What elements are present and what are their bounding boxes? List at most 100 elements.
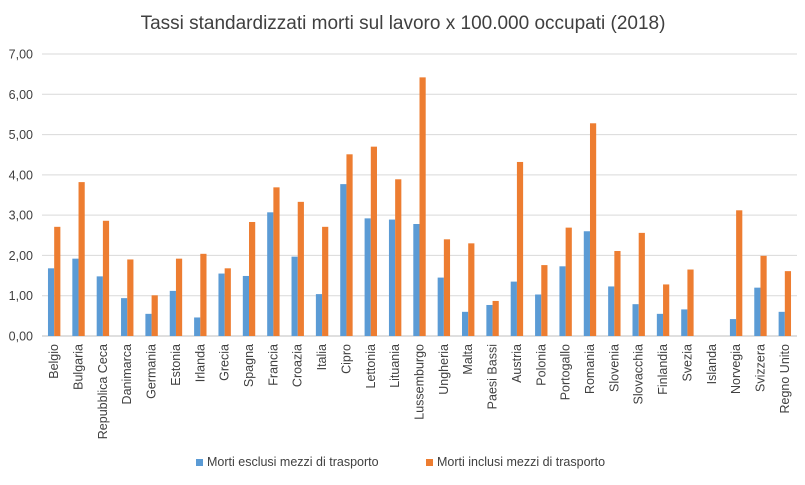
x-tick-label: Finlandia	[656, 344, 670, 395]
legend: Morti esclusi mezzi di trasporto Morti in…	[196, 455, 605, 469]
x-tick-label: Irlanda	[193, 344, 207, 382]
bar-esclusi	[462, 311, 469, 336]
y-tick-label: 4,00	[9, 168, 33, 182]
x-tick-label: Grecia	[218, 344, 232, 381]
x-tick-label: Norvegia	[729, 344, 743, 394]
x-tick-label: Svizzera	[753, 344, 767, 392]
y-tick-label: 3,00	[9, 209, 33, 223]
bar-esclusi	[486, 304, 493, 336]
x-tick-label: Slovacchia	[632, 344, 646, 404]
y-tick-label: 0,00	[9, 330, 33, 344]
bar-esclusi	[729, 319, 737, 336]
bar-inclusi	[492, 300, 499, 336]
x-tick-label: Repubblica Ceca	[96, 344, 110, 439]
x-tick-label: Belgio	[47, 344, 61, 379]
x-tick-label: Portogallo	[559, 344, 573, 400]
bar-inclusi	[736, 210, 743, 336]
bar-inclusi	[224, 268, 231, 336]
x-tick-label: Italia	[315, 344, 329, 370]
legend-swatch	[196, 459, 203, 466]
bar-esclusi	[47, 268, 55, 336]
bar-inclusi	[78, 182, 85, 336]
bar-esclusi	[194, 317, 201, 336]
bar-esclusi	[510, 281, 517, 336]
bar-esclusi	[437, 277, 444, 336]
legend-label: Morti inclusi mezzi di trasporto	[437, 455, 605, 469]
bar-inclusi	[784, 271, 792, 336]
bar-inclusi	[443, 239, 451, 336]
bar-esclusi	[681, 309, 688, 336]
bar-inclusi	[175, 258, 183, 336]
bar-esclusi	[291, 256, 298, 336]
bar-inclusi	[346, 154, 353, 336]
bar-inclusi	[589, 123, 597, 336]
bar-inclusi	[395, 179, 402, 336]
bar-esclusi	[656, 313, 664, 336]
x-tick-label: Islanda	[705, 344, 719, 384]
x-tick-label: Germania	[145, 344, 159, 399]
legend-swatch	[426, 459, 433, 466]
bar-inclusi	[565, 227, 572, 336]
bar-inclusi	[127, 259, 134, 336]
bar-inclusi	[687, 269, 694, 336]
bar-inclusi	[541, 265, 548, 336]
bar-esclusi	[242, 275, 250, 336]
x-tick-label: Paesi Bassi	[486, 344, 500, 409]
bar-inclusi	[102, 220, 110, 336]
bar-inclusi	[322, 226, 329, 336]
bar-inclusi	[638, 232, 645, 336]
bar-inclusi	[468, 243, 475, 336]
bar-esclusi	[608, 286, 615, 336]
x-tick-label: Lussemburgo	[413, 344, 427, 420]
x-tick-label: Malta	[461, 344, 475, 375]
bar-esclusi	[535, 294, 542, 336]
bar-esclusi	[121, 298, 128, 336]
x-tick-label: Ungheria	[437, 344, 451, 395]
y-tick-label: 2,00	[9, 249, 33, 263]
bar-esclusi	[96, 276, 103, 336]
bar-inclusi	[54, 226, 61, 336]
y-axis-ticks: 0,00 1,00 2,00 3,00 4,00 5,00 6,00 7,00	[9, 48, 33, 344]
x-tick-label: Austria	[510, 344, 524, 383]
x-tick-label: Regno Unito	[778, 344, 792, 414]
bar-esclusi	[218, 273, 225, 336]
x-tick-label: Romania	[583, 344, 597, 394]
bar-esclusi	[388, 219, 396, 336]
bar-inclusi	[419, 77, 426, 336]
bar-inclusi	[297, 201, 304, 336]
x-tick-label: Slovenia	[607, 344, 621, 392]
x-tick-label: Svezia	[680, 344, 694, 382]
bar-esclusi	[169, 290, 176, 336]
x-tick-label: Spagna	[242, 344, 256, 387]
bar-inclusi	[614, 250, 621, 336]
bar-esclusi	[340, 184, 347, 336]
x-tick-label: Cipro	[339, 344, 353, 374]
x-tick-label: Lettonia	[364, 344, 378, 389]
y-tick-label: 7,00	[9, 48, 33, 62]
bar-inclusi	[200, 253, 207, 336]
bar-esclusi	[364, 218, 371, 336]
bar-inclusi	[370, 146, 377, 336]
bar-esclusi	[145, 313, 152, 336]
bar-inclusi	[516, 161, 524, 336]
bar-esclusi	[413, 224, 420, 336]
y-tick-label: 6,00	[9, 88, 33, 102]
x-tick-label: Croazia	[291, 344, 305, 387]
bar-inclusi	[663, 284, 670, 336]
x-tick-label: Francia	[266, 344, 280, 386]
bar-esclusi	[72, 258, 79, 336]
x-tick-label: Estonia	[169, 344, 183, 386]
bar-inclusi	[273, 187, 280, 336]
x-tick-label: Danimarca	[120, 344, 134, 404]
y-tick-label: 1,00	[9, 289, 33, 303]
bar-esclusi	[267, 212, 274, 336]
y-tick-label: 5,00	[9, 128, 33, 142]
x-tick-label: Polonia	[534, 344, 548, 386]
chart-title: Tassi standardizzati morti sul lavoro x …	[141, 13, 666, 34]
bars	[47, 77, 792, 336]
bar-inclusi	[760, 255, 767, 336]
bar-esclusi	[559, 266, 566, 336]
bar-inclusi	[151, 295, 158, 336]
